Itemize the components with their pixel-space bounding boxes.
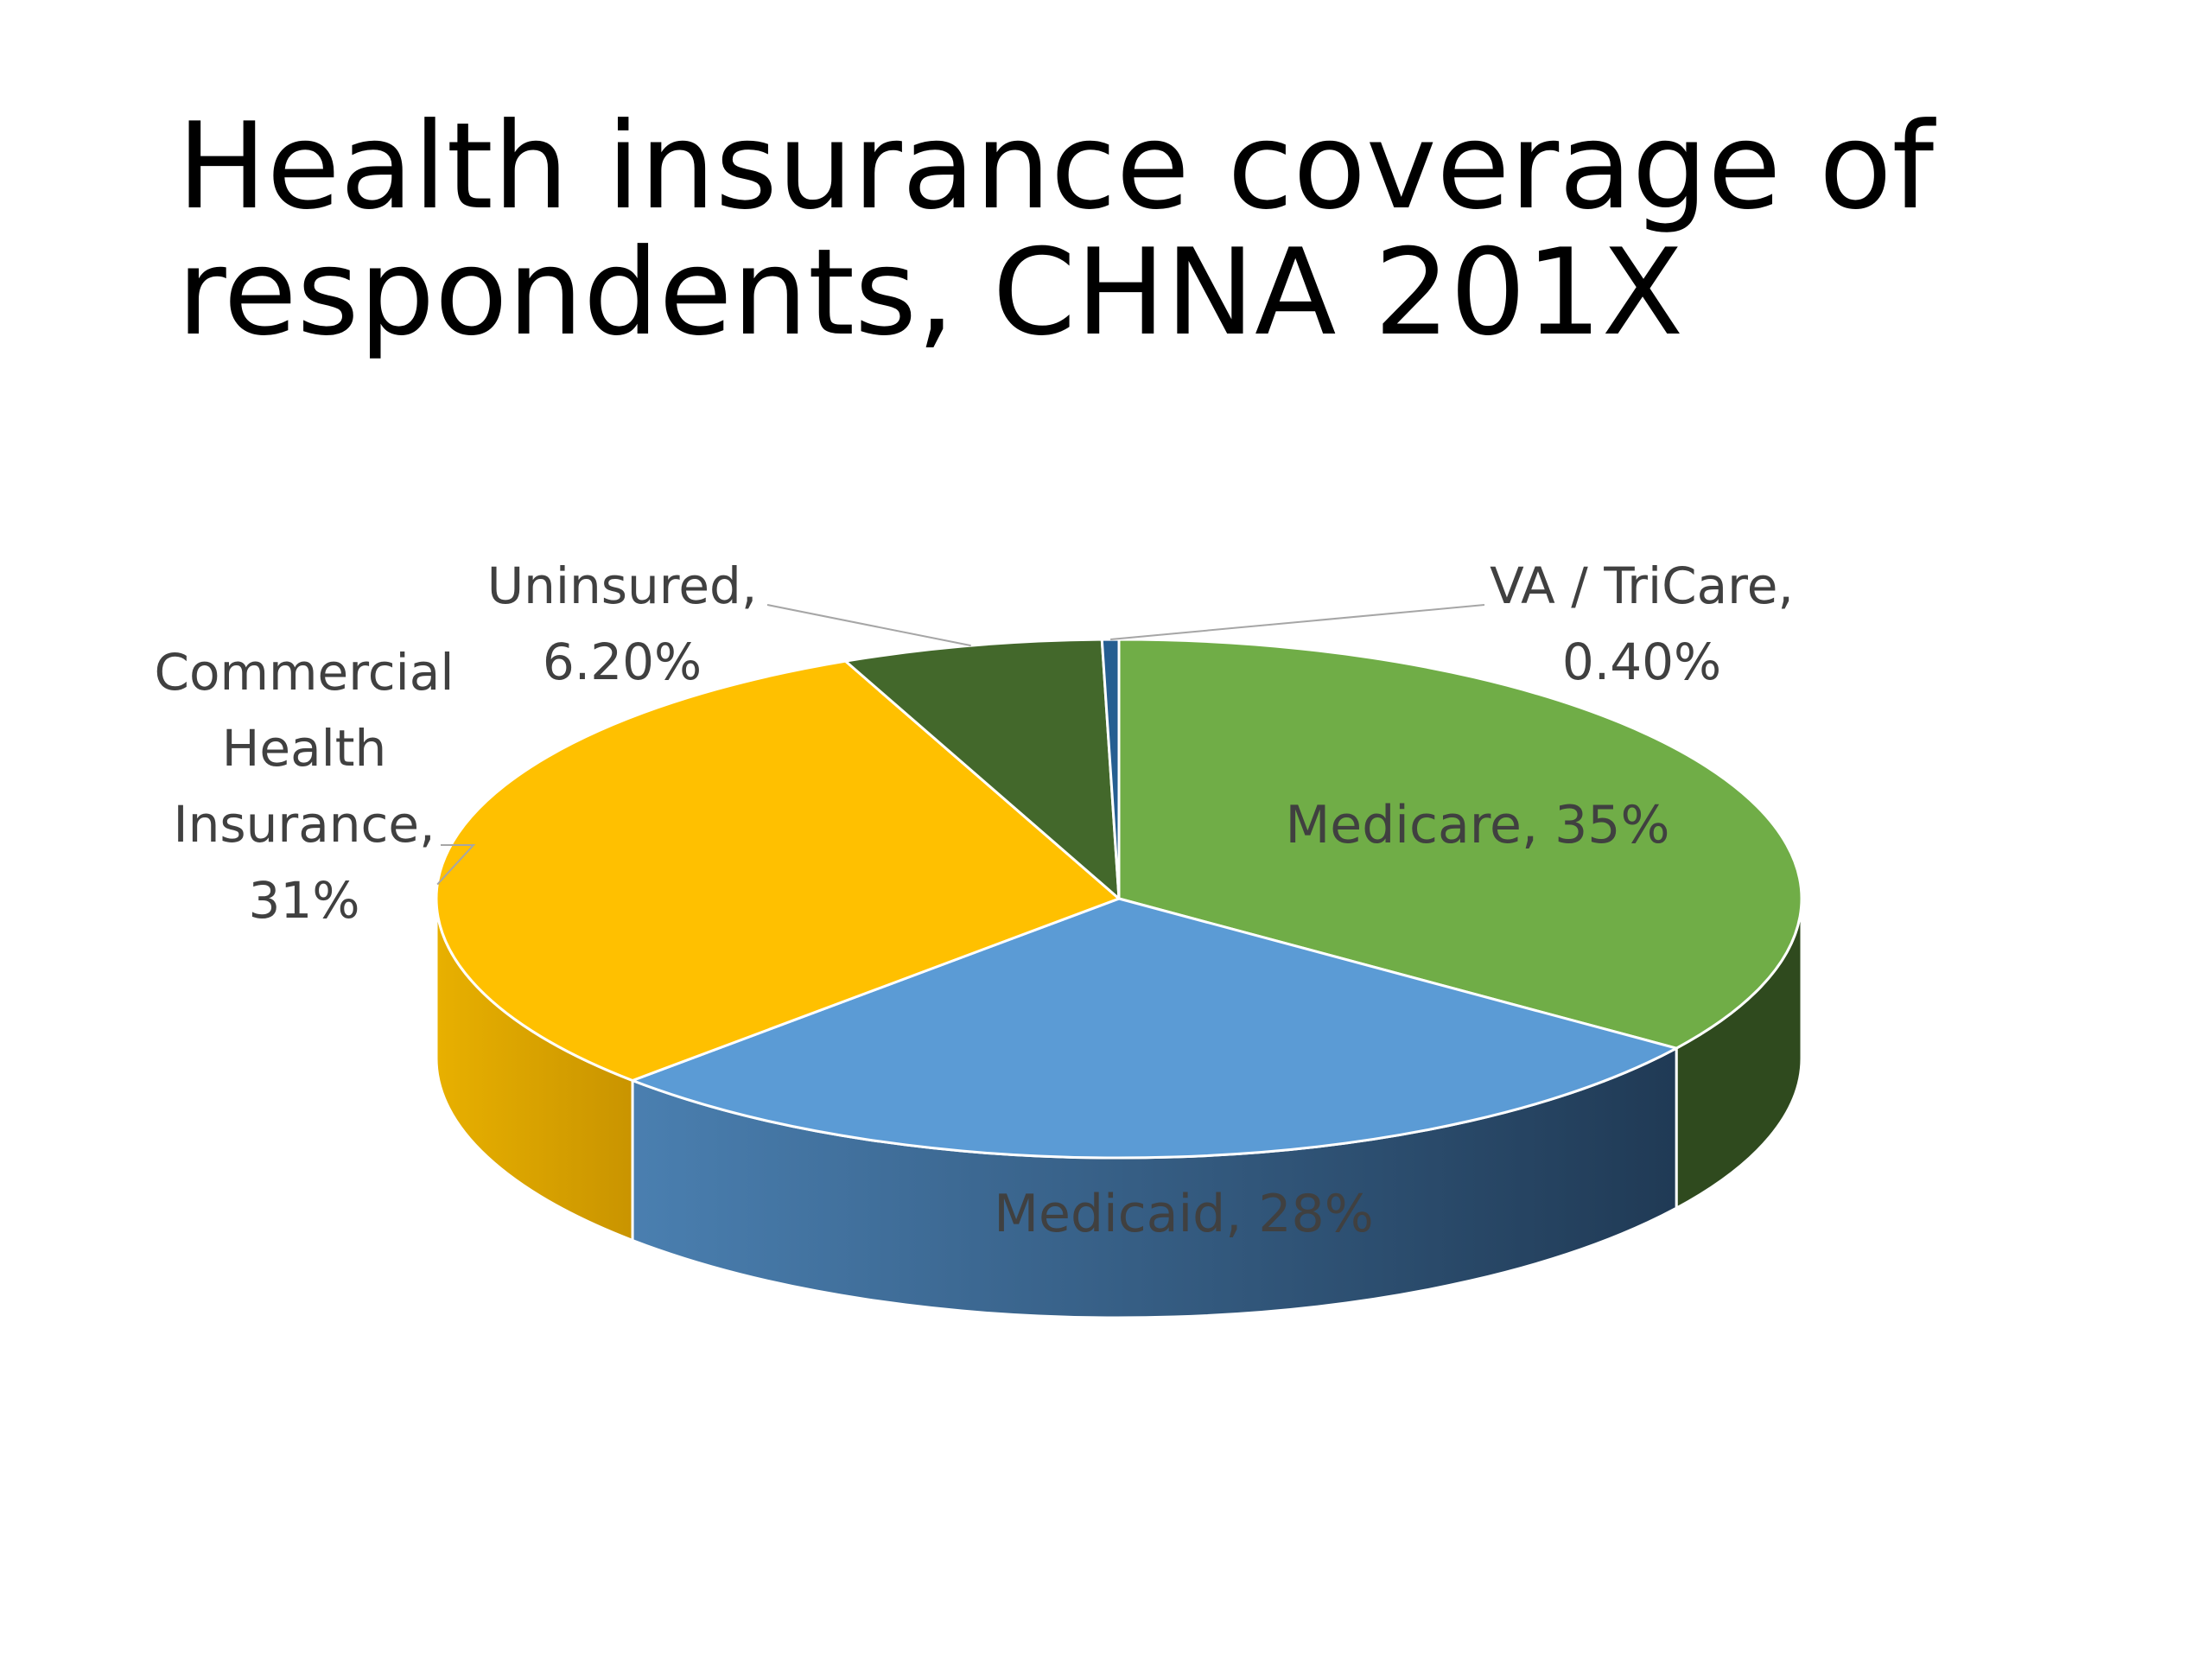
- chart-title: Health insurance coverage of respondents…: [177, 97, 1935, 362]
- data-label-uninsured: Uninsured, 6.20%: [487, 556, 758, 691]
- data-label-commercial-health-insurance: Commercial Health Insurance, 31%: [155, 643, 454, 930]
- leader-line-uninsured: [766, 604, 971, 647]
- data-label-va-tricare: VA / TriCare, 0.40%: [1490, 556, 1794, 691]
- pie-tops: [435, 638, 1803, 1160]
- leader-lines: [436, 604, 1485, 886]
- pie-slice-medicare: [1117, 638, 1803, 1050]
- pie-slice-commercial-health-insurance: [435, 659, 1121, 1082]
- data-labels: Medicare, 35% Medicaid, 28% Commercial Heal…: [155, 556, 1794, 1244]
- leader-line-va-tricare: [1110, 604, 1485, 641]
- pie-slice-uninsured: [843, 638, 1121, 900]
- pie-slice-medicaid: [631, 897, 1678, 1160]
- data-label-medicaid: Medicaid, 28%: [994, 1184, 1373, 1244]
- leader-line-commercial-health-insurance: [436, 844, 476, 886]
- data-label-medicare: Medicare, 35%: [1286, 795, 1670, 855]
